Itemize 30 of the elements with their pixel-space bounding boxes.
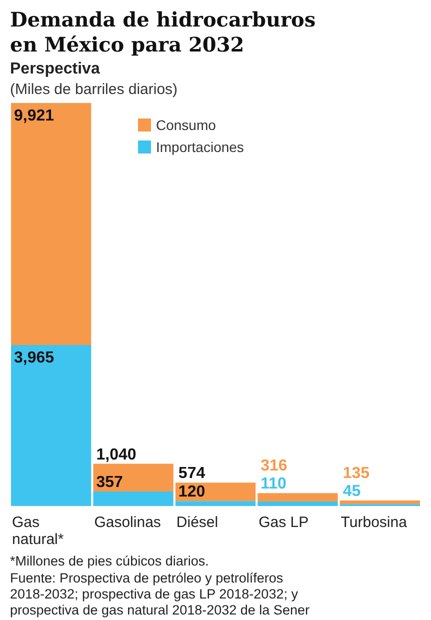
bar [11,103,92,345]
total-label: 1,040 [96,446,136,464]
legend-label: Importaciones [156,139,244,155]
data-label: 120 [178,484,206,501]
x-tick-label: Turbosina [340,514,408,531]
x-tick-label: Diésel [176,514,218,531]
y-axis-title: (Miles de barriles diarios) [10,81,178,98]
text: *Millones de pies cúbicos diarios. [10,554,209,568]
total-label: 316 [260,458,288,475]
bar [11,344,92,506]
chart-subtitle: Perspectiva [10,60,100,78]
bar [93,464,174,492]
bar [175,501,256,506]
source-note: Fuente: Prospectiva de petróleo y petrolíferos 2018-2032; prospectiva de gas LP 2018-2032; y prospectiva de gas natural 2018-2032 de la Sener [10,570,310,618]
legend-label: Consumo [156,117,216,133]
data-label: 3,965 [14,349,54,366]
data-label: 110 [260,476,287,493]
total-label: 9,921 [14,108,54,124]
bar [93,492,174,506]
bar [258,493,338,502]
data-label: 357 [96,474,124,491]
bar [340,500,420,504]
total-label: 574 [178,465,206,482]
chart-title: Demanda de hidrocarburos en México para 2032 [10,8,323,56]
total-label: 135 [342,465,370,482]
data-label: 45 [342,483,361,500]
bar [258,502,338,506]
x-tick-label: Gas LP [258,514,309,531]
x-tick-label: Gas natural* [12,514,64,548]
x-tick-label: Gasolinas [94,514,161,531]
